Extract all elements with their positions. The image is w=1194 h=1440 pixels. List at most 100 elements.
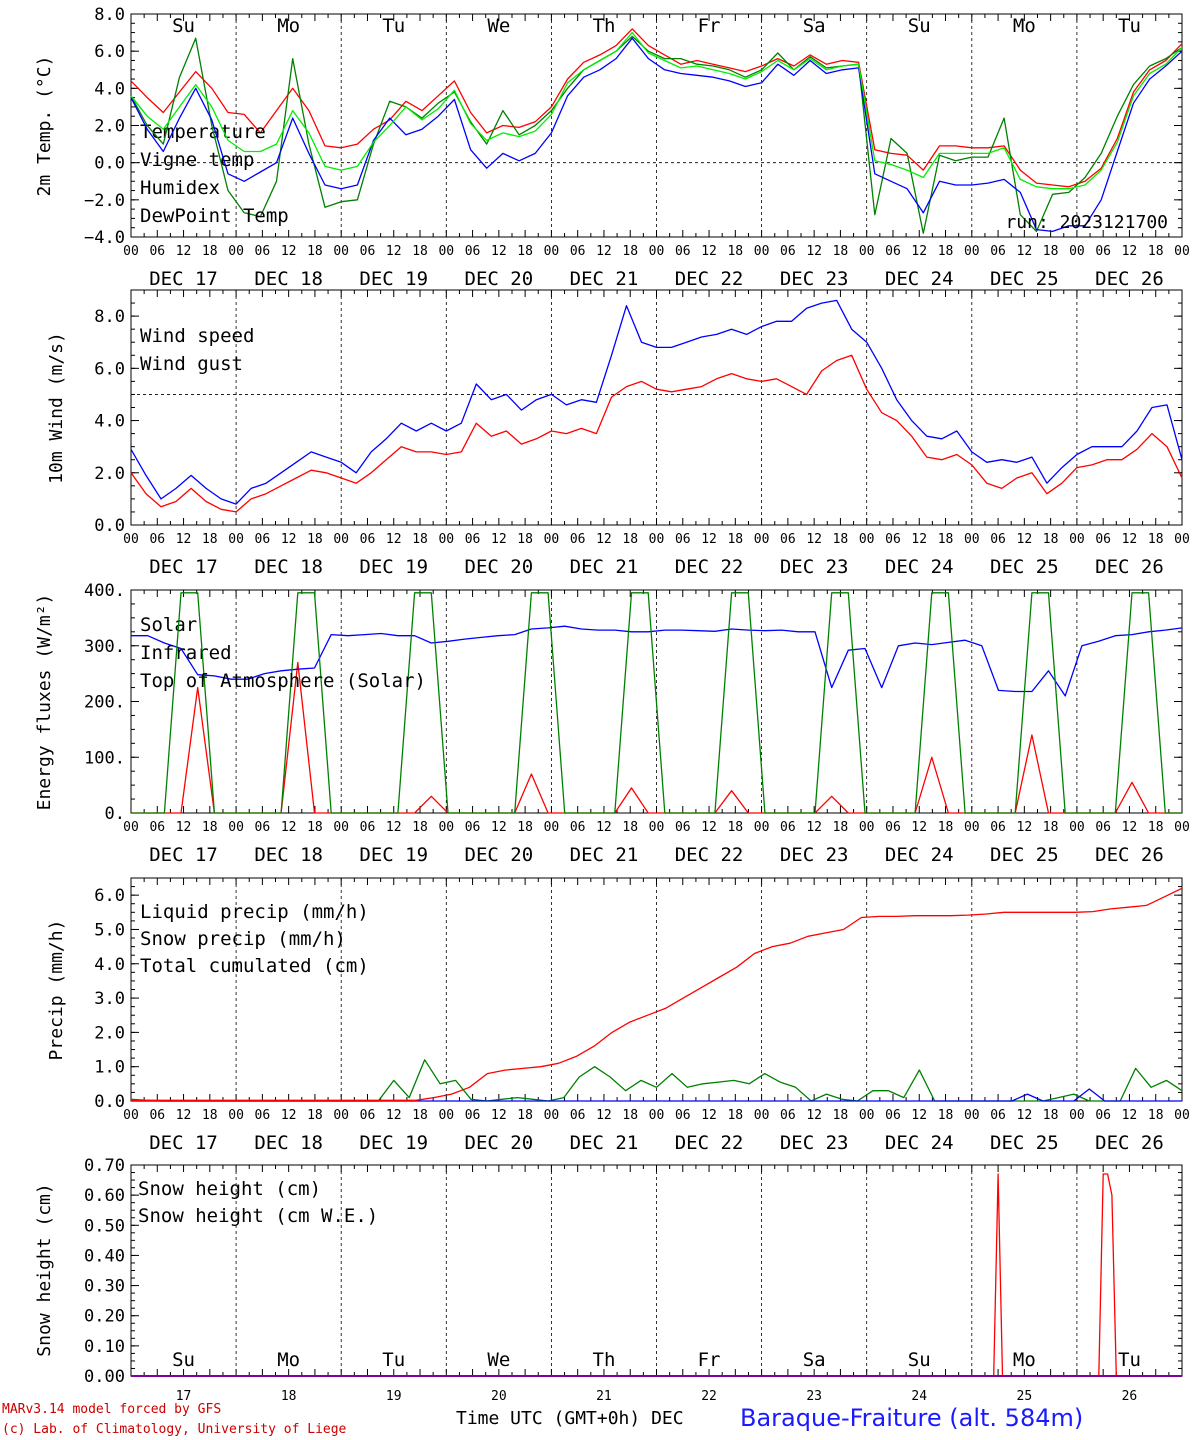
legend-entry: Top of Atmosphere (Solar): [140, 670, 426, 692]
hour-tick-label: 18: [202, 1108, 218, 1123]
hour-tick-label: 00: [1174, 820, 1190, 835]
day-number-label: 21: [596, 1389, 612, 1404]
hour-tick-label: 12: [281, 1108, 297, 1123]
y-axis-label: 10m Wind (m/s): [46, 332, 67, 484]
date-label: DEC 17: [149, 268, 218, 290]
hour-tick-label: 00: [544, 532, 560, 547]
hour-tick-label: 00: [649, 820, 665, 835]
day-number-label: 23: [806, 1389, 822, 1404]
hour-tick-label: 00: [1069, 820, 1085, 835]
hour-tick-label: 00: [544, 1108, 560, 1123]
hour-tick-label: 06: [675, 532, 691, 547]
legend-entry: Solar: [140, 614, 197, 636]
hour-tick-label: 18: [517, 1108, 533, 1123]
y-tick-label: 200.: [84, 693, 125, 713]
hour-tick-label: 12: [176, 820, 192, 835]
hour-tick-label: 06: [255, 532, 271, 547]
series-line-top-of-atmosphere-solar-: [131, 592, 1182, 814]
y-tick-label: 6.0: [94, 42, 125, 62]
hour-tick-label: 06: [1095, 532, 1111, 547]
hour-tick-label: 18: [727, 244, 743, 259]
date-label: DEC 23: [780, 268, 849, 290]
day-number-label: 20: [491, 1389, 507, 1404]
weekday-label: Mo: [1013, 15, 1036, 37]
day-number-label: 24: [911, 1389, 927, 1404]
hour-tick-label: 18: [1043, 820, 1059, 835]
hour-tick-label: 18: [833, 244, 849, 259]
date-label: DEC 17: [149, 1132, 218, 1154]
plot-frame: [130, 13, 1183, 238]
date-label: DEC 17: [149, 844, 218, 866]
weekday-label: Tu: [382, 15, 405, 37]
hour-tick-label: 00: [754, 532, 770, 547]
date-label: DEC 18: [254, 844, 323, 866]
y-tick-label: 2.0: [94, 464, 125, 484]
hour-tick-label: 06: [990, 1108, 1006, 1123]
date-label: DEC 19: [359, 844, 428, 866]
hour-tick-label: 12: [1122, 1108, 1138, 1123]
hour-tick-label: 06: [1095, 820, 1111, 835]
hour-tick-label: 06: [780, 1108, 796, 1123]
y-tick-label: 0.10: [84, 1337, 125, 1357]
date-label: DEC 19: [359, 556, 428, 578]
hour-tick-label: 06: [990, 532, 1006, 547]
hour-tick-label: 12: [911, 1108, 927, 1123]
hour-tick-label: 12: [491, 244, 507, 259]
series-line-humidex: [130, 37, 1183, 233]
hour-tick-label: 06: [465, 532, 481, 547]
hour-tick-label: 18: [412, 1108, 428, 1123]
hour-tick-label: 12: [1122, 532, 1138, 547]
hour-tick-label: 18: [938, 1108, 954, 1123]
hour-tick-label: 06: [149, 244, 165, 259]
hour-tick-label: 00: [754, 820, 770, 835]
date-label: DEC 21: [570, 1132, 639, 1154]
date-label: DEC 24: [885, 556, 954, 578]
date-label: DEC 23: [780, 556, 849, 578]
hour-tick-label: 00: [754, 244, 770, 259]
hour-tick-label: 06: [675, 1108, 691, 1123]
hour-tick-label: 00: [544, 820, 560, 835]
hour-tick-label: 18: [833, 532, 849, 547]
hour-tick-label: 00: [964, 532, 980, 547]
hour-tick-label: 12: [911, 532, 927, 547]
y-tick-label: 0.0: [94, 516, 125, 536]
y-tick-label: −4.0: [84, 228, 125, 248]
hour-tick-label: 00: [1174, 532, 1190, 547]
hour-tick-label: 18: [1148, 820, 1164, 835]
hour-tick-label: 18: [938, 820, 954, 835]
hour-tick-label: 00: [649, 532, 665, 547]
hour-tick-label: 12: [701, 244, 717, 259]
date-label: DEC 19: [359, 268, 428, 290]
weekday-label: Su: [908, 1349, 931, 1371]
hour-tick-label: 00: [438, 532, 454, 547]
hour-tick-label: 18: [622, 820, 638, 835]
hour-tick-label: 06: [149, 532, 165, 547]
hour-tick-label: 12: [1017, 1108, 1033, 1123]
weekday-label: Mo: [1013, 1349, 1036, 1371]
hour-tick-label: 18: [833, 1108, 849, 1123]
hour-tick-label: 18: [1148, 1108, 1164, 1123]
weekday-label: Tu: [1118, 1349, 1141, 1371]
station-title: Baraque-Fraiture (alt. 584m): [740, 1404, 1083, 1432]
hour-tick-label: 12: [911, 820, 927, 835]
legend-entry: Wind speed: [140, 325, 254, 347]
hour-tick-label: 12: [1122, 244, 1138, 259]
hour-tick-label: 12: [1122, 820, 1138, 835]
hour-tick-label: 00: [859, 820, 875, 835]
date-label: DEC 18: [254, 268, 323, 290]
date-label: DEC 25: [990, 556, 1059, 578]
date-label: DEC 24: [885, 268, 954, 290]
y-tick-label: 6.0: [94, 359, 125, 379]
date-label: DEC 17: [149, 556, 218, 578]
hour-tick-label: 12: [701, 1108, 717, 1123]
x-axis-title: Time UTC (GMT+0h) DEC: [456, 1408, 684, 1429]
hour-tick-label: 06: [570, 1108, 586, 1123]
date-label: DEC 26: [1095, 268, 1164, 290]
date-label: DEC 18: [254, 1132, 323, 1154]
hour-tick-label: 00: [649, 244, 665, 259]
y-tick-label: 400.: [84, 581, 125, 601]
hour-tick-label: 06: [465, 820, 481, 835]
weekday-label: Su: [172, 15, 195, 37]
hour-tick-label: 12: [176, 244, 192, 259]
